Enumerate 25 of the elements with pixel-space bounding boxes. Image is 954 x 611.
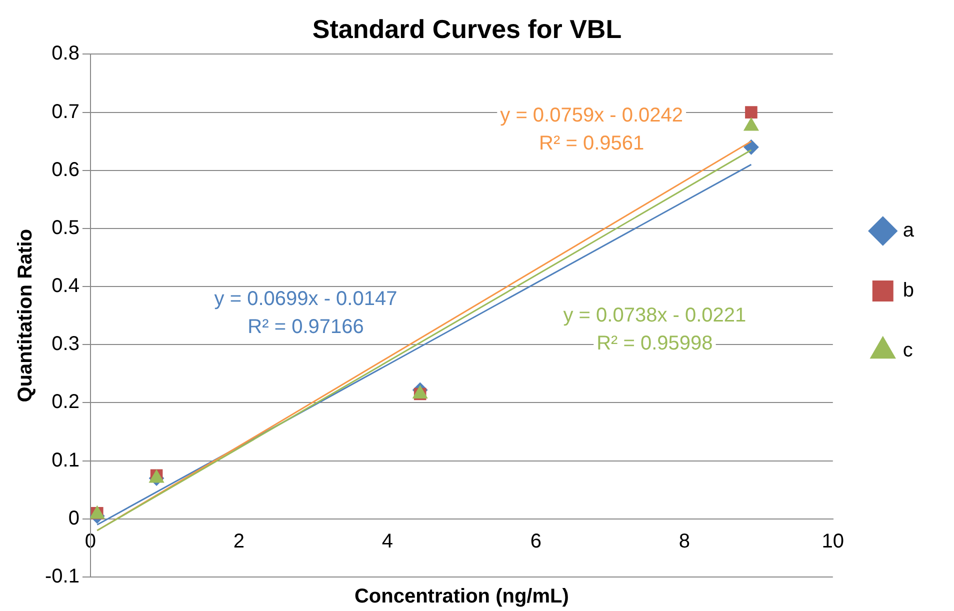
chart-title: Standard Curves for VBL — [312, 14, 622, 44]
y-tick-label: -0.1 — [44, 566, 80, 588]
legend-label: c — [902, 340, 913, 362]
x-axis-title: Concentration (ng/mL) — [354, 586, 569, 608]
y-tick-label: 0.7 — [52, 100, 80, 123]
legend-label: a — [902, 220, 915, 242]
y-tick-label: 0 — [68, 507, 80, 530]
x-tick-label: 6 — [530, 530, 542, 552]
y-axis-title: Quantitation Ratio — [14, 228, 37, 402]
y-tick-label: 0.8 — [52, 42, 80, 65]
annotation: y = 0.0738x - 0.0221 R² = 0.95998 — [563, 304, 746, 355]
x-tick-label: 8 — [678, 530, 690, 552]
x-tick-label: 2 — [233, 530, 245, 552]
legend-label: b — [902, 280, 914, 302]
x-tick-label: 4 — [382, 530, 393, 552]
y-tick-label: 0.4 — [52, 275, 80, 298]
y-tick-label: 0.5 — [52, 216, 80, 239]
y-tick-label: 0.2 — [52, 391, 80, 414]
y-tick-label: 0.3 — [52, 333, 80, 356]
y-tick-label: 0.1 — [52, 449, 80, 472]
point — [745, 106, 758, 118]
x-tick-label: 10 — [822, 530, 844, 552]
annotation: y = 0.0759x - 0.0242 R² = 0.9561 — [500, 104, 684, 154]
annotation: y = 0.0699x - 0.0147 R² = 0.97166 — [214, 288, 398, 338]
y-tick-label: 0.6 — [52, 158, 80, 181]
